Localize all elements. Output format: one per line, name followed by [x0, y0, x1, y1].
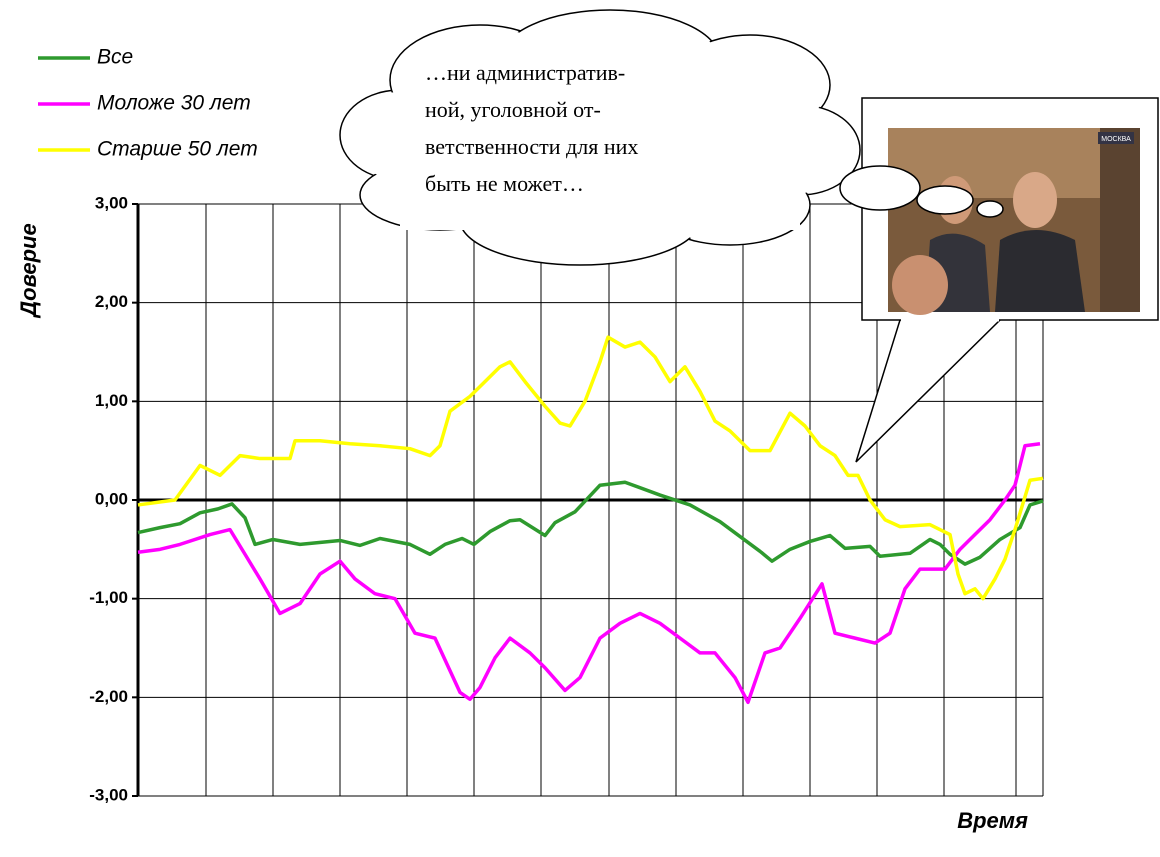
annotation-line: ной, уголовной от-: [425, 97, 601, 122]
y-tick-label: 0,00: [95, 489, 128, 508]
y-tick-label: 1,00: [95, 391, 128, 410]
y-axis-label: Доверие: [16, 223, 41, 318]
y-tick-label: -3,00: [89, 785, 128, 804]
callout-pointer: [855, 319, 1002, 463]
thought-cloud: [339, 9, 861, 266]
x-axis-label: Время: [957, 808, 1028, 833]
photo: МОСКВА: [888, 128, 1140, 315]
y-tick-label: 3,00: [95, 193, 128, 212]
annotation-line: быть не может…: [425, 171, 584, 196]
annotation-line: ветственности для них: [425, 134, 638, 159]
y-tick-label: -2,00: [89, 687, 128, 706]
legend: Все Моложе 30 лет Старше 50 лет: [38, 46, 258, 161]
y-tick-label: -1,00: [89, 588, 128, 607]
y-tick-label: 2,00: [95, 292, 128, 311]
annotation-line: …ни административ-: [425, 60, 625, 85]
plot: [137, 335, 1044, 705]
series-line: [137, 442, 1041, 705]
series-line: [137, 480, 1044, 566]
photo-caption: МОСКВА: [1101, 136, 1131, 143]
thought-bubbles: [839, 165, 1004, 218]
legend-label: Все: [97, 46, 133, 69]
series-line: [137, 335, 1044, 601]
legend-label: Старше 50 лет: [97, 138, 258, 161]
legend-label: Моложе 30 лет: [97, 92, 251, 115]
